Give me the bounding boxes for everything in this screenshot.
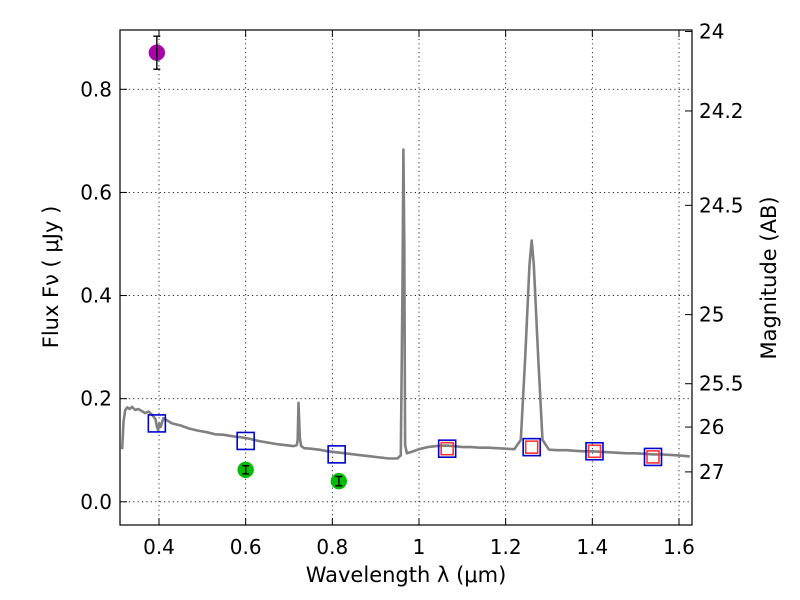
model-photometry-square <box>327 445 346 464</box>
right-axis-title: Magnitude (AB) <box>757 196 781 359</box>
model-photometry-square <box>643 447 663 467</box>
spectrum-line <box>120 148 690 460</box>
model-photometry-square <box>585 441 604 461</box>
x-tick-label: 1 <box>413 535 426 559</box>
model-photometry-square <box>522 437 541 457</box>
grid <box>120 30 692 525</box>
x-tick-label: 1.6 <box>663 535 695 559</box>
magnitude-tick-label: 24 <box>699 20 724 44</box>
observed-red-square <box>646 450 660 464</box>
x-axis-title: Wavelength λ (μm) <box>306 563 507 587</box>
x-tick-label: 0.8 <box>316 535 348 559</box>
model-photometry-square <box>236 431 255 451</box>
y-tick-label: 0.4 <box>80 284 112 308</box>
x-tick-label: 1.2 <box>490 535 522 559</box>
x-tick-label: 0.6 <box>230 535 262 559</box>
axis-ticks: 0.4 0.6 0.8 1 1.2 1.4 1.6 0.0 0.2 0.4 0.6 0.8 24 24.2… <box>80 20 743 559</box>
x-tick-label: 0.4 <box>143 535 175 559</box>
y-tick-label: 0.6 <box>80 180 112 204</box>
observed-red-square <box>587 444 602 459</box>
y-axis-title: Flux Fν ( μJy ) <box>39 206 63 349</box>
plot-data <box>120 35 690 490</box>
model-photometry-square <box>437 439 457 458</box>
y-tick-label: 0.2 <box>80 387 112 411</box>
magnitude-tick-label: 27 <box>699 460 724 484</box>
magnitude-tick-label: 24.2 <box>699 99 744 123</box>
magnitude-tick-label: 25 <box>699 303 724 327</box>
model-photometry-square <box>147 414 167 433</box>
magnitude-tick-label: 24.5 <box>699 193 744 217</box>
observed-red-square <box>524 440 539 454</box>
magnitude-tick-label: 26 <box>699 415 724 439</box>
y-tick-label: 0.0 <box>80 490 112 514</box>
magnitude-tick-label: 25.5 <box>699 372 744 396</box>
x-tick-label: 1.4 <box>576 535 608 559</box>
y-tick-label: 0.8 <box>80 77 112 101</box>
observed-red-square <box>440 441 454 456</box>
plot-frame <box>119 29 693 526</box>
